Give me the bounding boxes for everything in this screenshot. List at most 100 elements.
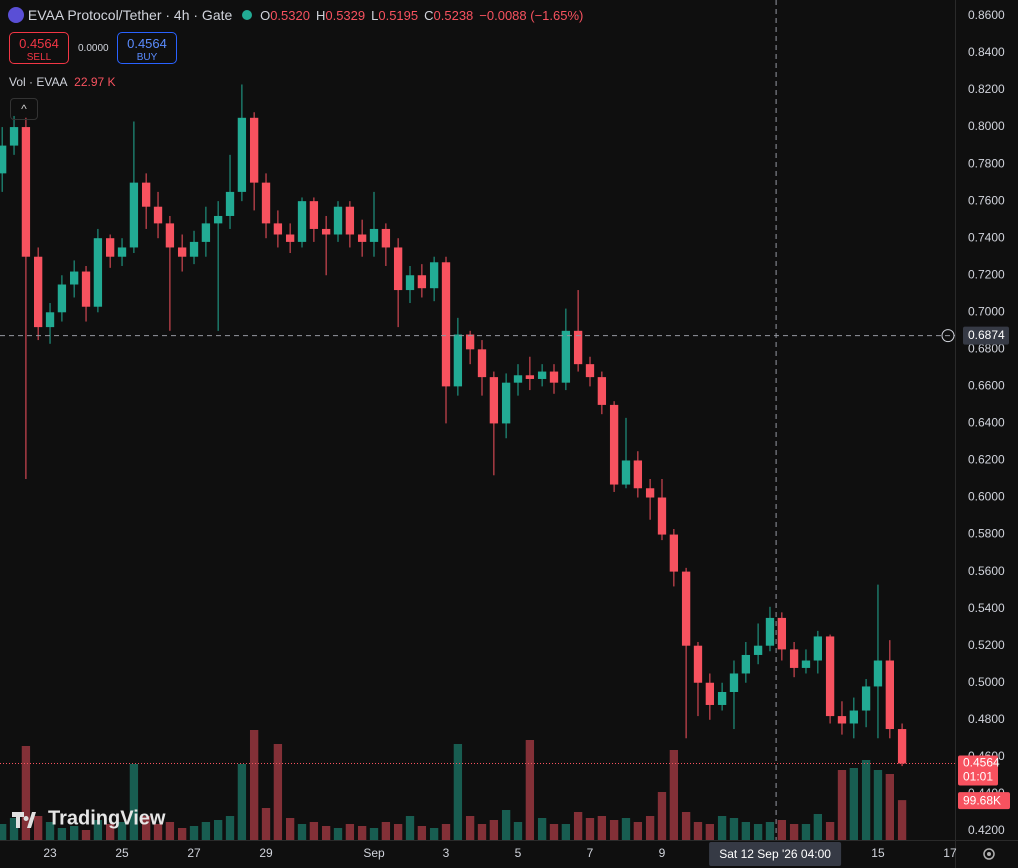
volume-bar	[321, 826, 331, 840]
volume-bar	[249, 730, 259, 840]
volume-name: Vol · EVAA	[9, 75, 68, 89]
volume-bar	[345, 824, 355, 840]
candle-body	[801, 660, 811, 668]
buy-price: 0.4564	[127, 36, 167, 51]
x-tick-label: 17	[943, 846, 957, 860]
volume-bar	[141, 816, 151, 840]
x-tick-label: 29	[259, 846, 273, 860]
candle-body	[633, 460, 643, 489]
volume-bar	[453, 744, 463, 840]
candle-body	[549, 371, 559, 383]
axis-border	[0, 840, 1018, 841]
volume-bar	[741, 822, 751, 840]
volume-bar	[309, 822, 319, 840]
buy-label: BUY	[136, 52, 158, 63]
x-tick-label: 27	[187, 846, 201, 860]
volume-bar	[21, 746, 31, 840]
volume-bar	[537, 818, 547, 840]
sell-label: SELL	[26, 52, 52, 63]
volume-bar	[777, 820, 787, 840]
y-tick-label: 0.7000	[968, 304, 1005, 318]
candle-body	[357, 234, 367, 242]
candle-body	[201, 223, 211, 242]
volume-bar	[69, 826, 79, 840]
candle-body	[69, 271, 79, 285]
candle-body	[813, 636, 823, 661]
candle-body	[585, 364, 595, 378]
ohlc-value: 0.5238	[433, 8, 474, 23]
volume-last-label: 99.68K	[963, 793, 1001, 807]
volume-bar	[705, 824, 715, 840]
candle-body	[741, 654, 751, 674]
y-tick-label: 0.4200	[968, 823, 1005, 837]
countdown-label: 01:01	[963, 770, 993, 784]
volume-bar	[489, 820, 499, 840]
candle-body	[345, 206, 355, 235]
y-tick-label: 0.8000	[968, 119, 1005, 133]
volume-bar	[441, 824, 451, 840]
y-tick-label: 0.5400	[968, 601, 1005, 615]
y-tick-label: 0.6400	[968, 416, 1005, 430]
volume-bar	[81, 830, 91, 840]
candle-body	[537, 371, 547, 379]
volume-bar	[501, 810, 511, 840]
y-tick-label: 0.8600	[968, 8, 1005, 22]
volume-bar	[885, 774, 895, 840]
candle-body	[321, 228, 331, 235]
candle-body	[717, 692, 727, 705]
volume-bar	[369, 828, 379, 840]
volume-bar	[105, 824, 115, 840]
ohlc-value: 0.5320	[270, 8, 310, 23]
candle-body	[309, 201, 319, 229]
add-alert-icon[interactable]	[941, 329, 955, 343]
volume-bar	[9, 818, 19, 840]
volume-bar	[57, 828, 67, 840]
candle-body	[249, 117, 259, 183]
volume-legend: Vol · EVAA 22.97 K	[9, 75, 116, 89]
volume-bar	[813, 814, 823, 840]
volume-bar	[861, 760, 871, 840]
candle-body	[693, 645, 703, 683]
candle-body	[81, 271, 91, 307]
volume-bar	[213, 820, 223, 840]
volume-bar	[633, 822, 643, 840]
y-tick-label: 0.6000	[968, 490, 1005, 504]
candle-body	[129, 182, 139, 248]
volume-bar	[297, 824, 307, 840]
candle-body	[597, 377, 607, 405]
volume-bar	[849, 768, 859, 840]
candle-body	[789, 649, 799, 668]
y-tick-label: 0.5000	[968, 675, 1005, 689]
symbol-header: EVAA Protocol/Tether · 4h · Gate O0.5320…	[8, 7, 583, 23]
y-tick-label: 0.7200	[968, 267, 1005, 281]
y-tick-label: 0.6600	[968, 379, 1005, 393]
volume-bar	[525, 740, 535, 840]
volume-readout: 22.97 K	[74, 75, 116, 89]
last-price-label: 0.4564	[963, 756, 1000, 770]
candle-body	[429, 262, 439, 289]
candle-body	[21, 127, 31, 257]
volume-bar	[381, 822, 391, 840]
ohlc-value: 0.5195	[378, 8, 419, 23]
volume-bar	[669, 750, 679, 840]
candle-body	[501, 382, 511, 424]
plot	[0, 84, 907, 840]
candle-body	[381, 228, 391, 248]
ohlc-key: O	[260, 8, 271, 23]
y-tick-label: 0.6200	[968, 453, 1005, 467]
crosshair-time-box	[709, 842, 842, 866]
sell-button[interactable]: 0.4564 SELL	[9, 32, 69, 64]
candle-body	[849, 710, 859, 724]
x-tick-label: 7	[587, 846, 594, 860]
buy-button[interactable]: 0.4564 BUY	[117, 32, 177, 64]
volume-bar	[621, 818, 631, 840]
candle-body	[825, 636, 835, 717]
candle-body	[489, 377, 499, 424]
settings-icon[interactable]	[983, 848, 995, 860]
volume-bar	[753, 824, 763, 840]
candle-body	[285, 234, 295, 242]
x-tick-label: 23	[43, 846, 57, 860]
collapse-button[interactable]: ^	[10, 98, 38, 120]
